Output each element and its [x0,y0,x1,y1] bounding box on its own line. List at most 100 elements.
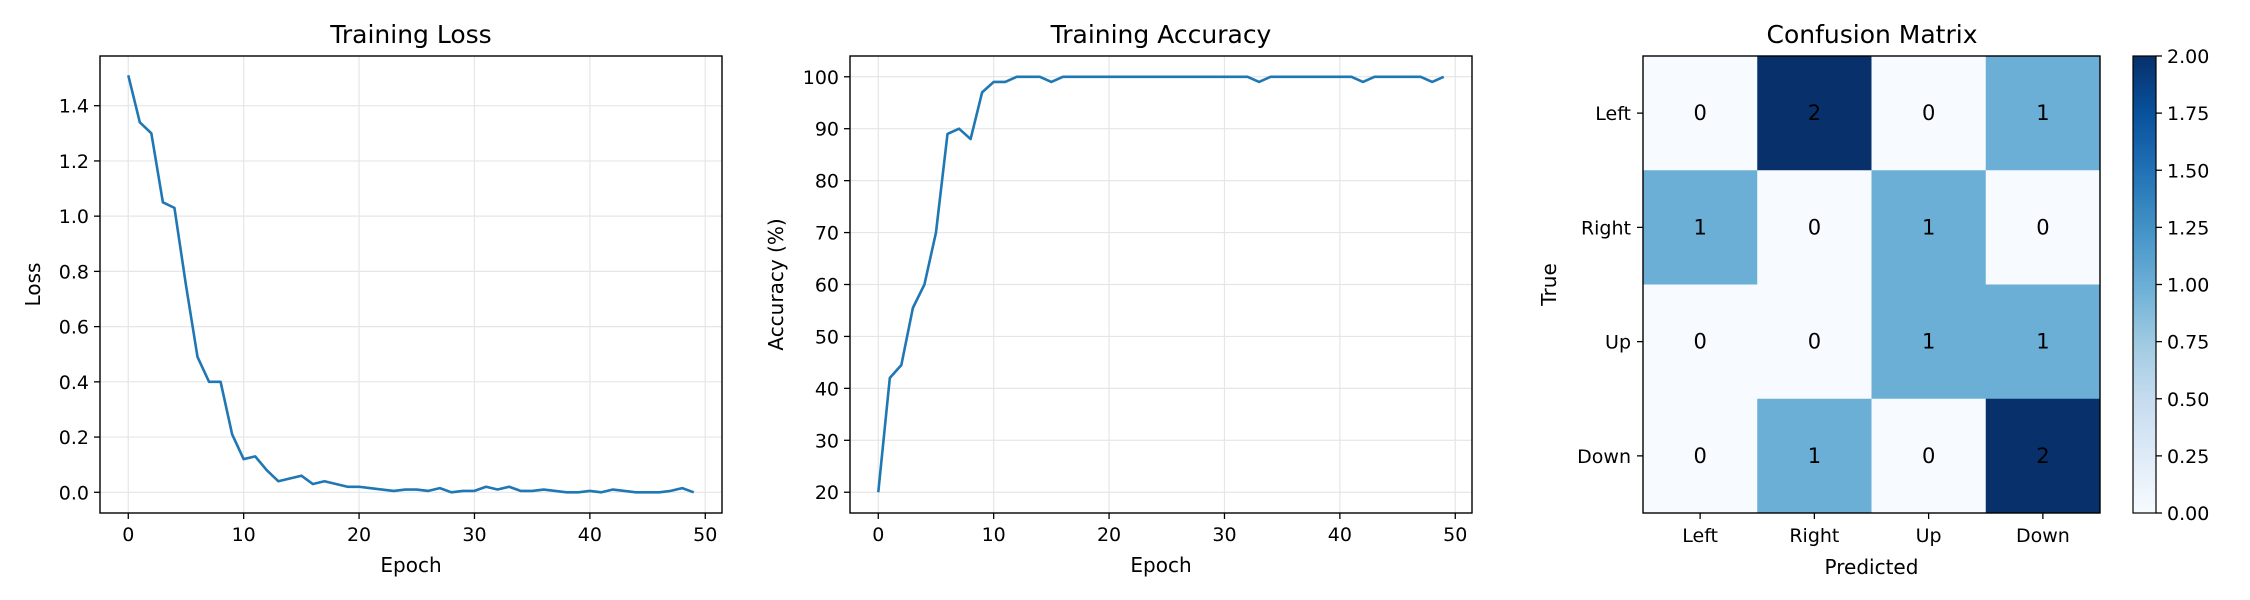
confusion-cell [1643,56,1758,171]
confusion-xtick-label: Right [1789,525,1839,547]
loss-xtick-label: 0 [122,524,134,546]
loss-panel: Training Loss 0 10 20 30 40 50 0.0 0.2 0.4 0.6 0.8… [21,20,723,577]
confusion-cell-value: 0 [1922,444,1935,468]
confusion-cell [1985,170,2101,285]
accuracy-xtick-label: 30 [1212,524,1236,546]
accuracy-xtick-label: 50 [1443,524,1467,546]
confusion-cell [1757,56,1872,171]
colorbar-tick-label: 0.25 [2167,446,2209,468]
colorbar-tick-label: 1.75 [2167,103,2209,125]
loss-xtick-label: 50 [693,524,717,546]
loss-ytick-label: 1.4 [59,96,89,118]
confusion-cell [1643,284,1758,400]
confusion-ytick-label: Left [1595,103,1631,125]
accuracy-ytick-label: 50 [815,326,839,348]
colorbar-ticks: 0.00 0.25 0.50 0.75 1.00 1.25 1.50 1.75 2.00 [2156,46,2209,525]
accuracy-line [876,75,1445,493]
confusion-ytick-label: Right [1581,217,1631,239]
confusion-axes-frame [1642,55,2101,514]
confusion-cell-value: 1 [1693,215,1706,239]
accuracy-ylabel: Accuracy (%) [764,218,788,350]
loss-xtick-label: 10 [232,524,256,546]
confusion-cell-value: 0 [1922,101,1935,125]
confusion-panel: Confusion Matrix 0 2 0 1 1 0 1 0 0 0 1 1 0 1 0 2 Left Ri… [1537,20,2209,579]
accuracy-ytick-label: 60 [815,275,839,297]
accuracy-ytick-label: 100 [803,67,839,89]
confusion-ytick-label: Down [1577,446,1631,468]
confusion-cell [1643,170,1758,285]
loss-ytick-label: 0.2 [59,427,89,449]
colorbar-tick-label: 0.75 [2167,332,2209,354]
confusion-cell [1871,170,1987,285]
colorbar-tick-label: 1.00 [2167,275,2209,297]
confusion-cell-value: 0 [1693,330,1706,354]
loss-ylabel: Loss [21,263,45,307]
confusion-cell-value: 1 [1922,215,1935,239]
loss-ytick-label: 1.2 [59,151,89,173]
confusion-title: Confusion Matrix [1766,20,1977,49]
colorbar-tick-label: 0.50 [2167,389,2209,411]
confusion-cell [1985,398,2101,514]
confusion-cell-value: 2 [1808,101,1821,125]
colorbar-tick-label: 0.00 [2167,503,2209,525]
accuracy-ytick-label: 20 [815,482,839,504]
loss-grid [100,56,722,513]
confusion-xtick-label: Down [2016,525,2070,547]
confusion-cell [1643,398,1758,514]
confusion-ytick-label: Up [1605,332,1631,354]
accuracy-ytick-label: 90 [815,119,839,141]
confusion-ylabel: True [1537,263,1561,306]
loss-xtick-label: 20 [347,524,371,546]
confusion-cell-value: 1 [1922,330,1935,354]
colorbar-tick-label: 2.00 [2167,46,2209,68]
loss-ytick-label: 0.0 [59,482,89,504]
confusion-cell-labels: 0 2 0 1 1 0 1 0 0 0 1 1 0 1 0 2 [1693,101,2049,468]
confusion-cell-value: 0 [2036,215,2049,239]
confusion-cell [1757,170,1872,285]
confusion-cell [1757,398,1872,514]
accuracy-axis-ticks: 0 10 20 30 40 50 20 30 40 50 60 70 80 90 100 [803,67,1468,546]
accuracy-grid [850,56,1472,513]
loss-title: Training Loss [329,20,491,49]
accuracy-ytick-label: 80 [815,171,839,193]
confusion-cell [1871,398,1987,514]
loss-ytick-label: 0.4 [59,372,89,394]
accuracy-ytick-label: 40 [815,378,839,400]
confusion-cell-value: 0 [1693,101,1706,125]
accuracy-ytick-label: 70 [815,223,839,245]
loss-line [127,75,695,494]
confusion-cells [1643,56,2101,514]
accuracy-ytick-label: 30 [815,430,839,452]
confusion-axis-ticks: Left Right Up Down Left Right Up Down [1577,103,2070,547]
loss-xlabel: Epoch [380,553,441,577]
confusion-xtick-label: Up [1916,525,1942,547]
colorbar-tick-label: 1.50 [2167,160,2209,182]
confusion-cell-value: 2 [2036,444,2049,468]
loss-xtick-label: 30 [462,524,486,546]
confusion-cell [1871,56,1987,171]
loss-xtick-label: 40 [578,524,602,546]
confusion-cell-value: 0 [1693,444,1706,468]
accuracy-xlabel: Epoch [1130,553,1191,577]
confusion-cell [1757,284,1872,400]
accuracy-xtick-label: 0 [872,524,884,546]
accuracy-title: Training Accuracy [1050,20,1272,49]
confusion-xlabel: Predicted [1825,555,1919,579]
accuracy-axes-frame [849,55,1473,514]
accuracy-panel: Training Accuracy 0 10 20 30 40 50 20 30 40 50 60 7… [764,20,1473,577]
confusion-cell-value: 0 [1808,330,1821,354]
confusion-cell [1985,56,2101,171]
confusion-cell-value: 0 [1808,215,1821,239]
loss-ytick-label: 0.8 [59,261,89,283]
loss-axes-frame [99,55,723,514]
confusion-xtick-label: Left [1682,525,1718,547]
accuracy-xtick-label: 10 [982,524,1006,546]
confusion-cell-value: 1 [2036,330,2049,354]
loss-ytick-label: 1.0 [59,206,89,228]
confusion-cell [1985,284,2101,400]
loss-axis-ticks: 0 10 20 30 40 50 0.0 0.2 0.4 0.6 0.8 1.0 1.2 1.4 [59,96,718,546]
confusion-cell [1871,284,1987,400]
loss-ytick-label: 0.6 [59,317,89,339]
confusion-cell-value: 1 [1808,444,1821,468]
